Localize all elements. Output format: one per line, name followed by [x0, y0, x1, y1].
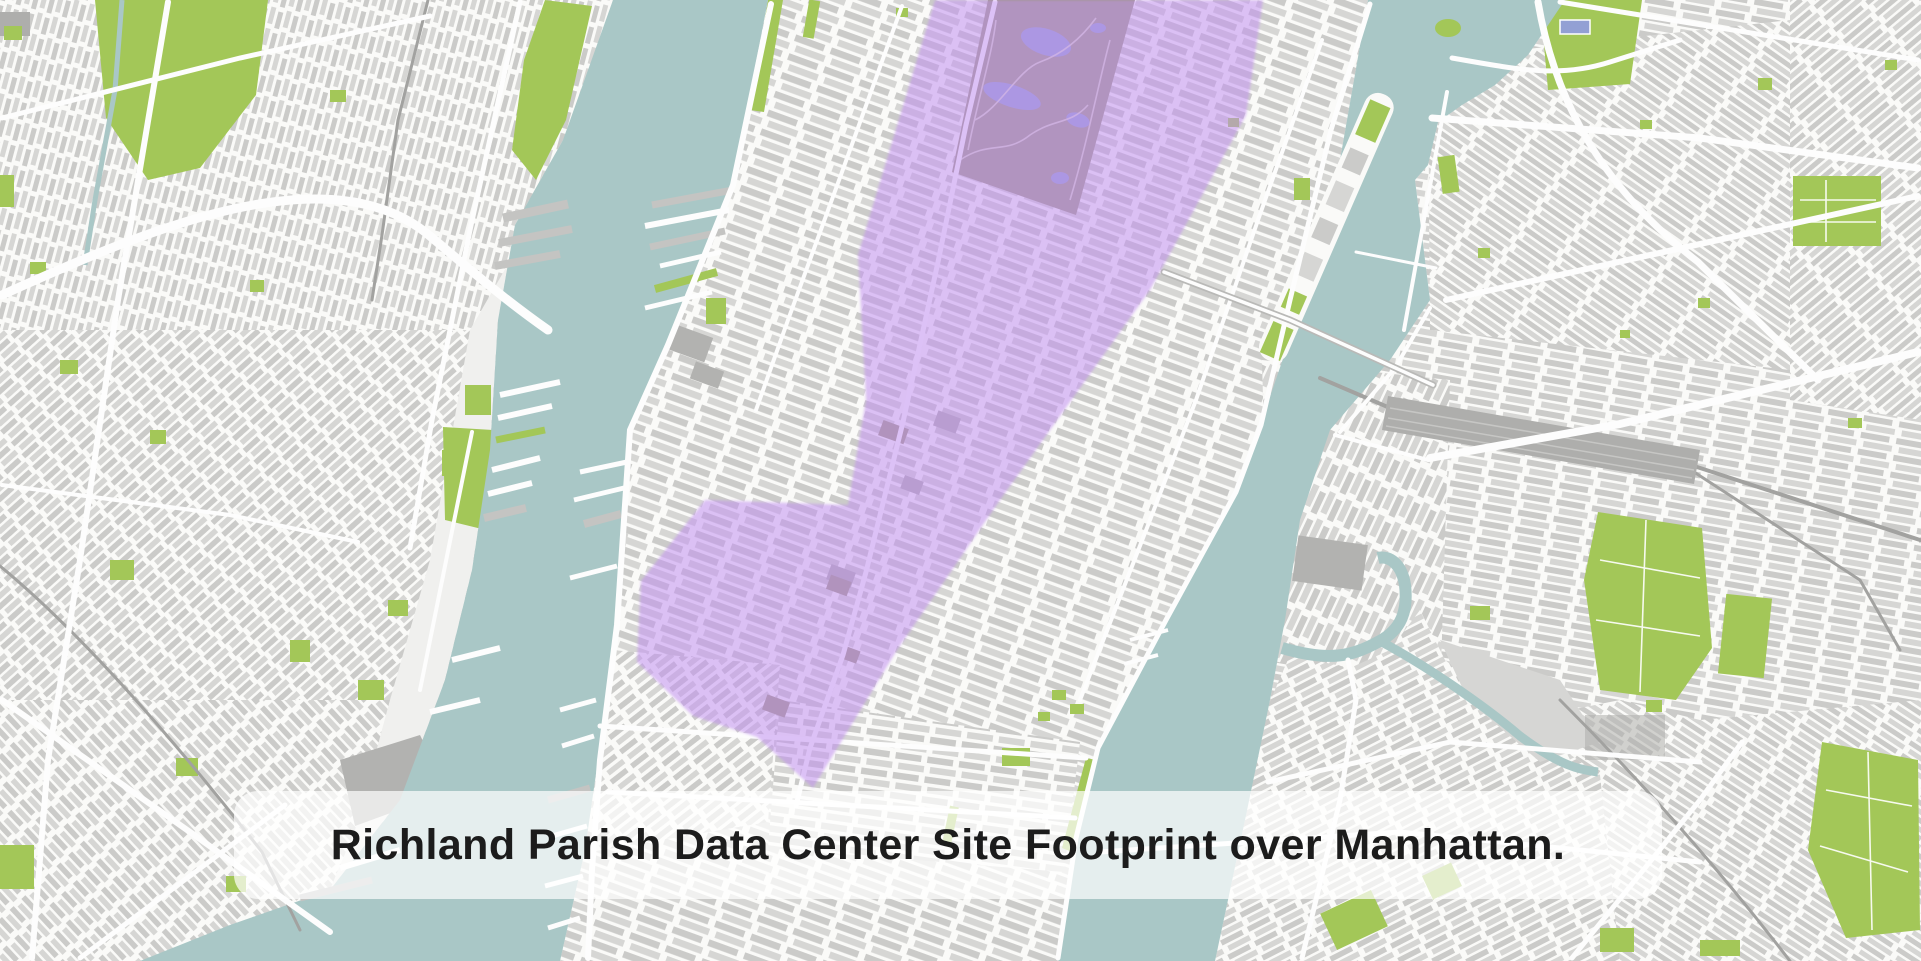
park-area — [4, 26, 22, 40]
park-area — [802, 0, 821, 39]
park-area — [1478, 248, 1490, 258]
park-area — [1437, 154, 1460, 194]
newtown-creek-branch — [1375, 636, 1599, 777]
road-palisade-ave — [407, 0, 523, 551]
roosevelt-island-bridge — [1354, 250, 1438, 270]
road-nj-diagonal — [0, 13, 433, 121]
park-area — [1640, 120, 1652, 129]
ridgewood-cemetery — [1808, 742, 1920, 938]
road-avenue — [1078, 38, 1324, 702]
caption-band: Richland Parish Data Center Site Footpri… — [234, 791, 1662, 899]
rail-line — [370, 0, 430, 302]
rail-line — [1692, 464, 1921, 542]
park-area — [1885, 60, 1897, 70]
east-river — [1058, 0, 1565, 961]
park-area — [0, 175, 14, 207]
park-area — [1600, 928, 1634, 952]
park-area — [1758, 78, 1772, 90]
park-area — [176, 758, 198, 776]
footprint-overlay — [637, 0, 1263, 788]
park-area — [388, 600, 408, 616]
road-avenue — [754, 4, 904, 412]
park-area — [1052, 690, 1066, 700]
park-area — [110, 560, 134, 580]
road-greenpoint-ave — [1265, 739, 1703, 785]
astoria-park — [1540, 0, 1642, 90]
water-layer — [82, 0, 1599, 961]
park-area — [896, 8, 908, 17]
park-area — [358, 680, 384, 700]
park-area — [465, 385, 491, 415]
park-area — [1038, 712, 1050, 721]
cemetery-area — [1717, 593, 1773, 679]
park-area — [250, 280, 264, 292]
park-area — [0, 845, 34, 889]
hudson-river — [140, 0, 768, 961]
park-area — [60, 360, 78, 374]
mccarren-park — [1320, 890, 1388, 950]
park-area — [1700, 940, 1740, 956]
park-area — [290, 640, 310, 662]
road-bqe — [1534, 0, 1822, 384]
caption-text: Richland Parish Data Center Site Footpri… — [330, 820, 1566, 869]
stream — [82, 0, 125, 266]
road-triborough-bridge — [1449, 37, 1683, 74]
park-area — [1470, 606, 1490, 620]
park-area — [1698, 298, 1710, 308]
park-area — [1294, 178, 1310, 200]
road-14th-st — [597, 723, 1089, 761]
newtown-creek — [1280, 551, 1412, 662]
road-washington-st — [418, 430, 474, 692]
park-area — [706, 298, 726, 324]
queensboro-bridge — [1160, 268, 1437, 389]
park-area — [1646, 700, 1662, 712]
road-bushwick-ave — [1569, 739, 1745, 961]
park-area — [150, 430, 166, 444]
rail-line — [1318, 376, 1392, 410]
park-area — [750, 0, 783, 112]
park-area — [512, 0, 592, 180]
road-astoria-blvd — [1428, 114, 1921, 172]
park-area — [1620, 330, 1630, 338]
park-area — [330, 90, 346, 102]
park-area — [95, 0, 268, 180]
park-area — [30, 262, 46, 274]
calvary-cemetery — [1584, 512, 1712, 700]
park-area — [1070, 704, 1084, 714]
mill-rock-island — [1435, 19, 1461, 37]
road-nj-cross — [0, 483, 360, 544]
road-21st-st — [1402, 90, 1449, 332]
park-area — [1848, 418, 1862, 428]
road-ditmars-blvd — [1557, 0, 1921, 63]
road-route-495 — [0, 194, 553, 335]
road-boulevard — [29, 0, 171, 961]
rail-line — [1692, 470, 1902, 652]
road-jackson-ave — [1333, 433, 1430, 462]
